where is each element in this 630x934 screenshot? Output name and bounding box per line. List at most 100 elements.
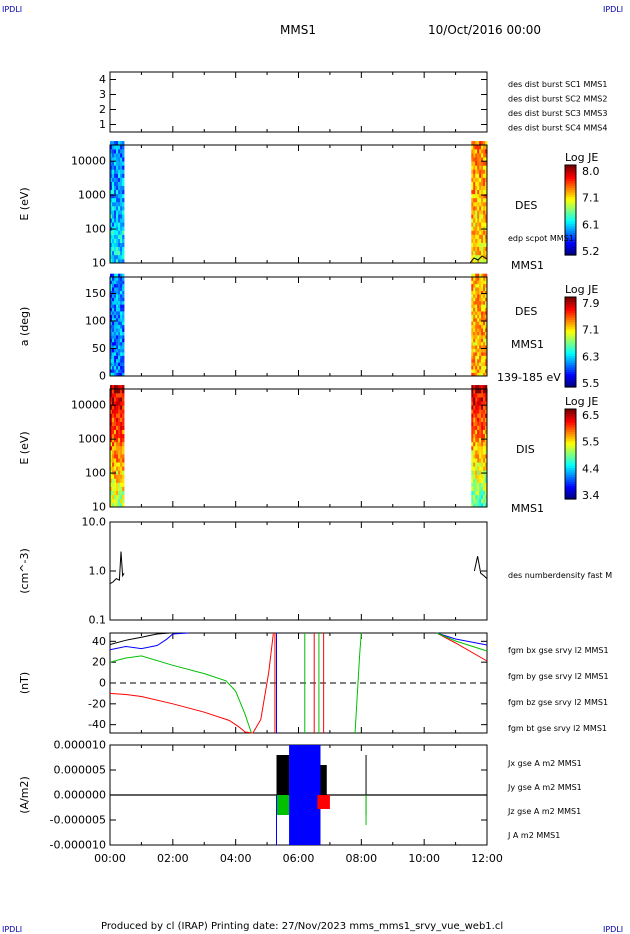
colorbar-cell (565, 210, 576, 213)
spectrogram-cell (122, 294, 125, 298)
spectrogram-cell (112, 389, 115, 394)
spectrogram-cell (112, 149, 115, 154)
spectrogram-cell (479, 433, 482, 439)
spectrogram-cell (471, 442, 474, 447)
spectrogram-cell (471, 362, 474, 367)
colorbar-cell (565, 201, 576, 204)
spectrogram-cell (116, 369, 119, 373)
spectrogram-cell (110, 287, 113, 291)
spectrogram-cell (485, 331, 488, 336)
y-tick-label-dis-energy: 100 (85, 467, 106, 480)
colorbar-frame (564, 408, 577, 500)
spectrogram-cell (483, 458, 486, 463)
spectrogram-cell (112, 301, 115, 305)
spectrogram-cell (485, 169, 488, 174)
spectrogram-cell (485, 405, 488, 410)
spectrogram-cell (110, 254, 113, 260)
y-tick-label-current: -0.000005 (50, 814, 106, 827)
spectrogram-cell (110, 145, 113, 150)
spectrogram-cell (112, 242, 115, 248)
spectrogram-cell (477, 238, 480, 243)
spectrogram-cell (112, 277, 115, 281)
colorbar-cell (565, 409, 576, 412)
spectrogram-cell (479, 283, 482, 288)
spectrogram-cell (483, 335, 486, 339)
spectrogram-cell (114, 153, 117, 158)
spectrogram-cell (481, 157, 484, 162)
spectrogram-cell (110, 482, 113, 487)
spectrogram-cell (118, 474, 121, 479)
spectrogram-cell (122, 153, 125, 158)
spectrogram-cell (120, 307, 123, 312)
spectrogram-cell (471, 173, 474, 178)
spectrogram-cell (112, 193, 115, 199)
spectrogram-cell (481, 318, 484, 322)
spectrogram-cell (114, 294, 117, 298)
spectrogram-cell (112, 254, 115, 260)
spectrogram-cell (471, 297, 474, 302)
spectrogram-cell (120, 242, 123, 248)
spectrogram-cell (477, 290, 480, 295)
spectrogram-cell (485, 287, 488, 291)
spectrogram-cell (473, 365, 476, 370)
spectrogram-cell (110, 157, 113, 162)
spectrogram-cell (120, 372, 123, 377)
spectrogram-cell (471, 314, 474, 319)
spectrogram-cell (120, 413, 123, 418)
spectrogram-cell (114, 307, 117, 312)
spectrogram-cell (485, 409, 488, 414)
spectrogram-cell (485, 433, 488, 439)
spectrogram-cell (116, 210, 119, 215)
spectrogram-cell (475, 193, 478, 199)
spectrogram-cell (485, 478, 488, 483)
spectrogram-cell (120, 277, 123, 281)
spectrogram-cell (485, 193, 488, 199)
spectrogram-cell (114, 169, 117, 174)
spectrogram-cell (110, 393, 113, 398)
spectrogram-cell (479, 185, 482, 191)
spectrogram-cell (481, 185, 484, 191)
spectrogram-cell (116, 437, 119, 443)
spectrogram-cell (473, 181, 476, 186)
spectrogram-cell (485, 490, 488, 496)
spectrogram-cell (122, 401, 125, 406)
spectrogram-cell (120, 177, 123, 182)
spectrogram-cell (116, 173, 119, 178)
spectrogram-cell (120, 345, 123, 349)
spectrogram-cell (479, 450, 482, 455)
spectrogram-cell (114, 425, 117, 430)
spectrogram-cell (485, 304, 488, 309)
spectrogram-cell (471, 365, 474, 370)
y-axis-label-current: (A/m2) (18, 776, 31, 814)
spectrogram-cell (110, 478, 113, 483)
spectrogram-cell (477, 446, 480, 451)
spectrogram-cell (120, 409, 123, 414)
spectrogram-cell (471, 304, 474, 309)
spectrogram-cell (479, 474, 482, 479)
spectrogram-cell (122, 389, 125, 394)
spectrogram-cell (479, 365, 482, 370)
spectrogram-cell (114, 157, 117, 162)
colorbar-cell (565, 241, 576, 245)
colorbar-tick-label: 4.4 (582, 462, 600, 475)
spectrogram-cell (485, 413, 488, 418)
spectrogram-cell (110, 341, 113, 346)
spectrogram-cell (473, 250, 476, 256)
spectrogram-cell (112, 246, 115, 252)
spectrogram-cell (120, 486, 123, 492)
spectrogram-cell (471, 450, 474, 455)
spectrogram-cell (473, 193, 476, 199)
spectrogram-cell (112, 198, 115, 203)
spectrogram-cell (475, 273, 478, 278)
spectrogram-cell (485, 454, 488, 459)
spectrogram-cell (112, 341, 115, 346)
spectrogram-cell (112, 486, 115, 492)
spectrogram-cell (110, 458, 113, 463)
spectrogram-cell (481, 230, 484, 235)
spectrogram-cell (116, 242, 119, 248)
spectrogram-cell (485, 450, 488, 455)
spectrogram-cell (475, 345, 478, 349)
spectrogram-cell (110, 365, 113, 370)
spectrogram-cell (477, 413, 480, 418)
spectrogram-cell (110, 169, 113, 174)
